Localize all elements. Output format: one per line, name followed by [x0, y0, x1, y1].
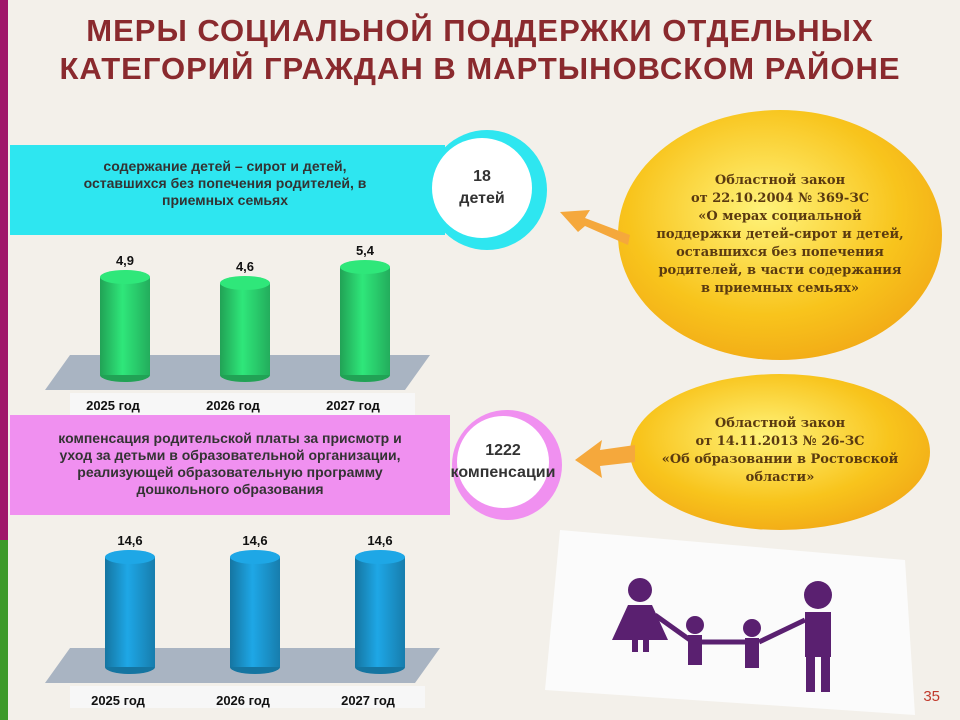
- text-line: оставшихся без попечения родителей, в: [83, 175, 367, 191]
- bar-top: [100, 270, 150, 284]
- x-tick-label: 2027 год: [326, 398, 381, 413]
- value-label: 4,9: [116, 253, 134, 268]
- measure-text: содержание детей – сирот и детей, оставш…: [15, 158, 435, 209]
- bar-top: [355, 550, 405, 564]
- text-line: «Об образовании в Ростовской: [661, 452, 899, 467]
- measure-box: [10, 415, 450, 515]
- bar-top: [230, 550, 280, 564]
- text-line: содержание детей – сирот и детей,: [103, 158, 347, 174]
- bar: [340, 267, 390, 375]
- count-unit: компенсации: [450, 464, 556, 481]
- text-line: от 14.11.2013 № 26-ЗС: [695, 434, 865, 449]
- text-line: области»: [745, 470, 815, 485]
- text-line: Областной закон: [714, 173, 846, 188]
- text-line: родителей, в части содержания: [658, 263, 902, 278]
- title-line: КАТЕГОРИЙ ГРАЖДАН В МАРТЫНОВСКОМ РАЙОНЕ: [59, 51, 901, 86]
- x-tick-label: 2025 год: [86, 398, 141, 413]
- bar: [220, 283, 270, 375]
- bar-top: [220, 276, 270, 290]
- count-unit: детей: [459, 190, 505, 207]
- title-line: МЕРЫ СОЦИАЛЬНОЙ ПОДДЕРЖКИ ОТДЕЛЬНЫХ: [86, 13, 874, 48]
- value-label: 5,4: [356, 243, 375, 258]
- text-line: от 22.10.2004 № 369-ЗС: [690, 191, 870, 206]
- count: 1222 компенсации: [443, 440, 563, 484]
- bar: [355, 557, 405, 667]
- category-strip: [70, 393, 415, 415]
- x-tick-label: 2026 год: [216, 693, 271, 708]
- bar-top: [340, 260, 390, 274]
- law-oval: [630, 374, 930, 530]
- text-line: компенсация родительской платы за присмо…: [58, 430, 402, 446]
- arrow: [560, 210, 630, 245]
- bar: [100, 277, 150, 375]
- arrow: [575, 440, 635, 478]
- law-text: Областной закон от 22.10.2004 № 369-ЗС «…: [630, 172, 930, 298]
- value-label: 14,6: [242, 533, 267, 548]
- page-number: 35: [923, 688, 940, 705]
- value-label: 4,6: [236, 259, 254, 274]
- bar-top: [105, 550, 155, 564]
- side-bar: [0, 0, 8, 540]
- count-value: 1222: [485, 442, 521, 459]
- x-tick-label: 2026 год: [206, 398, 261, 413]
- side-bar: [0, 540, 8, 720]
- family-figure: [612, 578, 832, 692]
- count-circle: [432, 138, 532, 238]
- photo-background: [545, 530, 915, 715]
- law-oval: [618, 110, 942, 360]
- slide-title: МЕРЫ СОЦИАЛЬНОЙ ПОДДЕРЖКИ ОТДЕЛЬНЫХ КАТЕ…: [0, 12, 960, 88]
- count-circle: [457, 416, 549, 508]
- text-line: оставшихся без попечения: [676, 245, 884, 260]
- category-strip: [70, 686, 425, 708]
- text-line: Областной закон: [714, 416, 846, 431]
- text-line: в приемных семьях»: [701, 281, 859, 296]
- text-line: «О мерах социальной: [698, 209, 862, 224]
- law-text: Областной закон от 14.11.2013 № 26-ЗС «О…: [640, 415, 920, 487]
- text-line: реализующей образовательную программу: [77, 464, 383, 480]
- text-line: поддержки детей-сирот и детей,: [656, 227, 904, 242]
- measure-text: компенсация родительской платы за присмо…: [12, 430, 448, 498]
- text-line: дошкольного образования: [136, 481, 324, 497]
- value-label: 14,6: [117, 533, 142, 548]
- count: 18 детей: [432, 166, 532, 210]
- x-tick-label: 2027 год: [341, 693, 396, 708]
- measure-box: [10, 145, 445, 235]
- bar: [230, 557, 280, 667]
- x-tick-label: 2025 год: [91, 693, 146, 708]
- value-label: 14,6: [367, 533, 392, 548]
- count-value: 18: [473, 168, 491, 185]
- bar: [105, 557, 155, 667]
- text-line: уход за детьми в образовательной организ…: [59, 447, 401, 463]
- text-line: приемных семьях: [162, 192, 288, 208]
